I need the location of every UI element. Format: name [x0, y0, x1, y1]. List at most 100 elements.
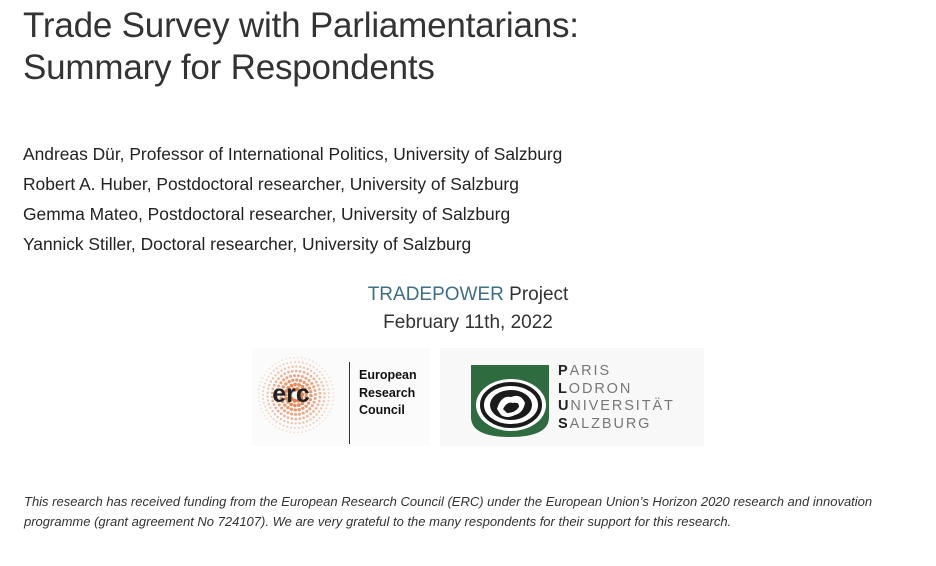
- erc-dot: [312, 385, 316, 389]
- erc-dot: [259, 404, 261, 406]
- erc-dot: [280, 369, 283, 372]
- erc-dot: [305, 362, 308, 365]
- plus-line: UNIVERSITÄT: [558, 398, 675, 414]
- erc-dot: [262, 390, 265, 393]
- erc-dot: [268, 383, 271, 387]
- erc-dot: [321, 367, 324, 370]
- erc-wordmark: European Research Council: [359, 367, 417, 420]
- erc-dot: [305, 383, 309, 387]
- erc-dot: [304, 391, 309, 396]
- erc-dot: [321, 373, 324, 377]
- author-list: Andreas Dür, Professor of International …: [23, 139, 562, 259]
- erc-dot: [290, 417, 294, 420]
- erc-dot: [289, 383, 294, 388]
- erc-dot: [301, 411, 305, 415]
- erc-dot: [287, 366, 290, 369]
- erc-dot: [315, 362, 318, 365]
- erc-dot: [266, 395, 269, 398]
- erc-dot: [263, 414, 266, 417]
- author-line: Yannick Stiller, Doctoral researcher, Un…: [23, 234, 472, 254]
- erc-dot: [320, 381, 323, 384]
- erc-dot: [289, 407, 294, 411]
- erc-line-2: Research: [359, 385, 416, 400]
- erc-dot: [322, 388, 326, 391]
- erc-dot: [285, 358, 287, 360]
- erc-dot: [295, 387, 300, 392]
- erc-dot: [289, 357, 291, 359]
- erc-dot: [262, 397, 265, 400]
- erc-logo: erc European Research Council: [252, 348, 430, 446]
- plus-wordmark: PARIS LODRON UNIVERSITÄT SALZBURG: [558, 363, 675, 433]
- erc-dot: [332, 391, 335, 394]
- erc-dot: [302, 416, 305, 420]
- erc-dot: [309, 418, 312, 421]
- erc-dot: [305, 430, 307, 432]
- erc-dot: [294, 369, 298, 373]
- erc-dot: [323, 377, 326, 380]
- erc-dot: [312, 427, 315, 430]
- erc-dot: [307, 379, 311, 382]
- erc-dot: [261, 377, 264, 380]
- erc-dot: [291, 365, 294, 368]
- erc-dot: [282, 424, 285, 427]
- erc-dot: [267, 412, 270, 415]
- erc-dot: [260, 380, 262, 383]
- erc-dot: [321, 384, 325, 387]
- erc-dots-icon: erc: [258, 356, 335, 434]
- erc-dot: [314, 393, 317, 396]
- erc-dot: [290, 412, 294, 416]
- erc-dot: [271, 387, 275, 391]
- erc-dot: [275, 367, 278, 370]
- erc-dot: [319, 407, 323, 410]
- erc-dot: [286, 425, 289, 428]
- erc-dot: [292, 356, 295, 359]
- erc-dot: [267, 375, 270, 378]
- erc-dot: [268, 420, 271, 423]
- erc-dot: [263, 373, 266, 376]
- erc-dot: [327, 399, 330, 402]
- erc-dot: [302, 371, 306, 374]
- erc-dot: [305, 414, 309, 418]
- erc-dot: [324, 370, 326, 373]
- erc-dot: [283, 414, 286, 418]
- erc-line-1: European: [359, 368, 417, 382]
- erc-dot: [298, 422, 301, 425]
- erc-dot: [314, 380, 318, 384]
- erc-dot: [297, 431, 300, 434]
- erc-dot: [295, 365, 298, 368]
- erc-dot: [328, 410, 331, 413]
- erc-dot: [269, 406, 272, 409]
- erc-dot: [266, 417, 268, 420]
- erc-dot: [332, 399, 334, 402]
- erc-dot: [286, 400, 291, 404]
- erc-dot: [315, 413, 318, 416]
- erc-dot: [325, 407, 328, 410]
- erc-dot: [327, 388, 330, 391]
- erc-dot: [304, 404, 308, 408]
- erc-dot: [270, 395, 274, 399]
- erc-dot: [298, 412, 301, 416]
- erc-dot: [288, 393, 292, 398]
- erc-dot: [330, 407, 332, 410]
- erc-dot: [315, 368, 318, 371]
- erc-dot: [312, 400, 316, 404]
- erc-dot: [261, 411, 264, 414]
- erc-dot: [290, 369, 294, 373]
- erc-dot: [301, 406, 305, 410]
- erc-dot: [316, 403, 320, 407]
- erc-line-3: Council: [359, 403, 405, 417]
- plus-logo: PARIS LODRON UNIVERSITÄT SALZBURG: [440, 348, 704, 446]
- erc-dot: [310, 381, 314, 385]
- erc-dot: [266, 399, 270, 402]
- erc-dot: [308, 397, 312, 402]
- erc-dot: [289, 396, 294, 401]
- erc-dot: [290, 361, 293, 364]
- author-line: Gemma Mateo, Postdoctoral researcher, Un…: [23, 204, 511, 224]
- erc-dot: [300, 384, 305, 389]
- erc-dot: [295, 378, 299, 382]
- author-line: Robert A. Huber, Postdoctoral researcher…: [23, 174, 519, 194]
- erc-dot: [297, 426, 300, 429]
- erc-dot: [273, 413, 277, 416]
- erc-dot: [280, 406, 284, 410]
- erc-dot: [268, 367, 271, 370]
